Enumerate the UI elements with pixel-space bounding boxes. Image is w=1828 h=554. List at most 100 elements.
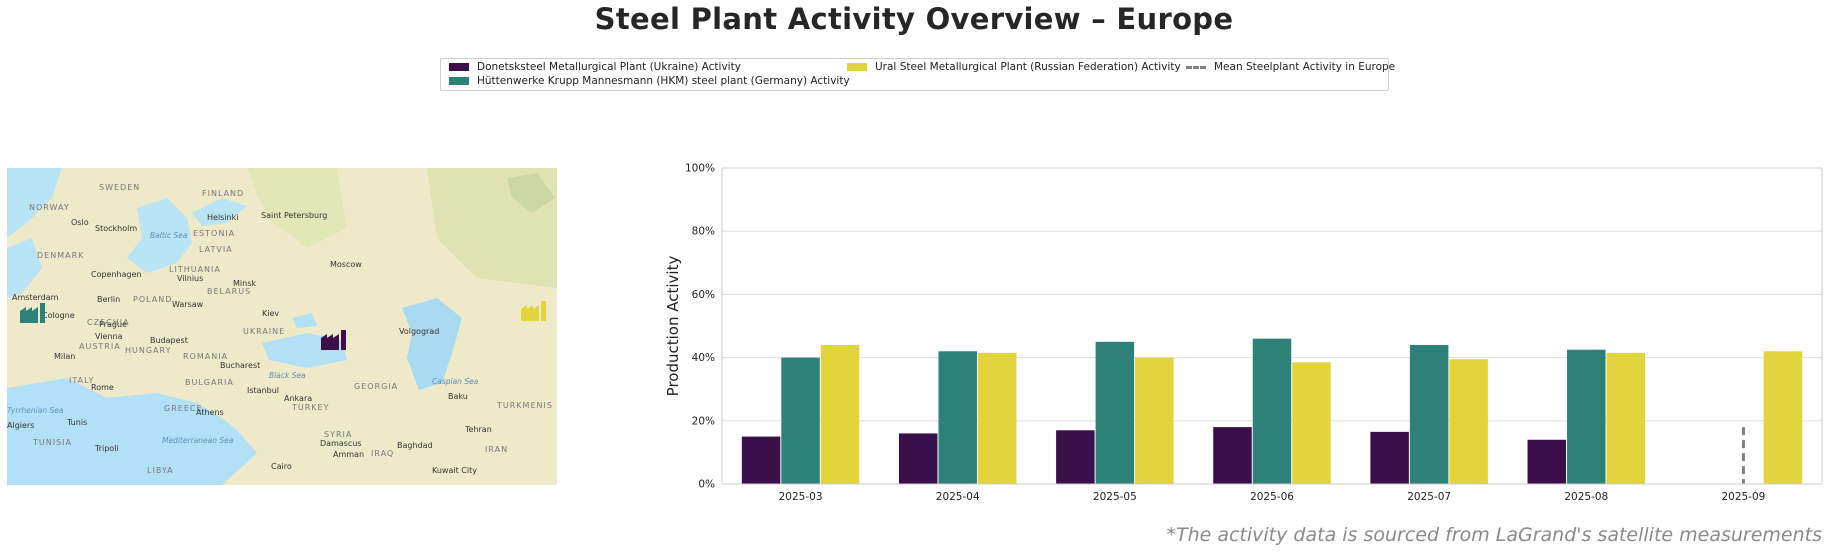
map-city-label: Cairo xyxy=(271,462,292,471)
map-city-label: Tehran xyxy=(464,425,492,434)
map-country-label: HUNGARY xyxy=(125,346,171,355)
map-city-label: Kiev xyxy=(262,309,279,318)
legend-item-mean: Mean Steelplant Activity in Europe xyxy=(1186,61,1395,73)
map-city-label: Damascus xyxy=(320,439,362,448)
map-sea-label: Baltic Sea xyxy=(150,231,188,240)
page-title: Steel Plant Activity Overview – Europe xyxy=(594,2,1234,36)
map-country-label: GREECE xyxy=(164,404,203,413)
bar-2-2025-08 xyxy=(1567,349,1606,484)
map-city-label: Berlin xyxy=(97,295,120,304)
map-city-label: Baghdad xyxy=(397,441,433,450)
y-tick-label: 80% xyxy=(692,226,715,238)
x-tick-label: 2025-04 xyxy=(936,491,980,503)
bar-1-2025-03 xyxy=(741,436,781,484)
map-land-region-finland xyxy=(247,168,347,248)
map-city-label: Cologne xyxy=(42,311,75,320)
bar-2-2025-05 xyxy=(1095,341,1135,484)
y-tick-label: 20% xyxy=(692,415,715,427)
map-country-label: SYRIA xyxy=(324,430,352,439)
map-country-label: TURKEY xyxy=(291,403,330,412)
map-city-label: Bucharest xyxy=(220,361,260,370)
map-city-label: Oslo xyxy=(71,218,89,227)
map-markers xyxy=(20,301,546,350)
source-footnote: *The activity data is sourced from LaGra… xyxy=(1166,524,1822,546)
map-country-label: AUSTRIA xyxy=(79,342,121,351)
factory-icon[interactable] xyxy=(321,330,346,350)
legend-item-ural: Ural Steel Metallurgical Plant (Russian … xyxy=(847,61,1181,73)
bar-2-2025-07 xyxy=(1409,344,1449,484)
legend-label-hkm: Hüttenwerke Krupp Mannesmann (HKM) steel… xyxy=(477,75,850,87)
map-sea-mediterranean xyxy=(7,378,257,485)
bar-3-2025-09 xyxy=(1763,351,1803,484)
bar-3-2025-03 xyxy=(820,344,860,484)
chart-legend: Donetsksteel Metallurgical Plant (Ukrain… xyxy=(440,58,1395,91)
map-city-label: Helsinki xyxy=(207,213,238,222)
map-country-label: POLAND xyxy=(133,295,172,304)
map-country-label: LITHUANIA xyxy=(169,265,221,274)
map-country-label: TUNISIA xyxy=(32,438,72,447)
map-country-label: DENMARK xyxy=(37,251,84,260)
y-tick-label: 40% xyxy=(692,352,715,364)
marker-ural-chimney xyxy=(541,301,546,321)
bar-2-2025-03 xyxy=(781,357,820,484)
marker-hkm-chimney xyxy=(40,303,45,323)
map-country-label: NORWAY xyxy=(29,203,70,212)
factory-icon[interactable] xyxy=(521,301,546,321)
bar-1-2025-07 xyxy=(1370,431,1409,484)
legend-label-mean: Mean Steelplant Activity in Europe xyxy=(1214,61,1396,73)
factory-icon[interactable] xyxy=(20,303,45,323)
plot-frame xyxy=(721,167,1823,485)
map-sea-label: Tyrrhenian Sea xyxy=(7,406,64,415)
map-city-label: Amsterdam xyxy=(12,293,59,302)
map-country-label: IRAQ xyxy=(371,449,394,458)
map-city-label: Milan xyxy=(54,352,75,361)
map-sea-caspian xyxy=(402,298,462,390)
map-sea-label: Black Sea xyxy=(269,371,306,380)
map-land-urals xyxy=(507,173,555,213)
map-city-label: Tunis xyxy=(66,418,87,427)
bar-3-2025-07 xyxy=(1449,359,1488,484)
map-country-label: TURKMENIS xyxy=(496,401,553,410)
x-tick-label: 2025-08 xyxy=(1564,491,1608,503)
bar-1-2025-04 xyxy=(898,433,938,484)
map-city-label: Rome xyxy=(91,383,114,392)
marker-donetsk-building xyxy=(321,334,339,350)
activity-bar-chart: 0% 20% 40% 60% 80% 100% 2025-03 2025-04 2025-05 2… xyxy=(664,163,1823,503)
legend-swatch-hkm xyxy=(449,77,469,85)
map-city-label: Athens xyxy=(196,408,224,417)
x-tick-label: 2025-07 xyxy=(1407,491,1451,503)
map-country-label: BELARUS xyxy=(207,287,251,296)
legend-label-ural: Ural Steel Metallurgical Plant (Russian … xyxy=(875,61,1181,73)
y-tick-label: 60% xyxy=(692,289,715,301)
map-city-label: Moscow xyxy=(330,260,362,269)
bar-1-2025-08 xyxy=(1527,439,1567,484)
map-city-label: Warsaw xyxy=(172,300,204,309)
marker-ural-building xyxy=(521,305,539,321)
map-country-label: BULGARIA xyxy=(185,378,234,387)
x-tick-label: 2025-09 xyxy=(1721,491,1765,503)
map-city-label: Prague xyxy=(99,320,127,329)
europe-map: SWEDEN FINLAND NORWAY ESTONIA LATVIA DEN… xyxy=(7,168,557,485)
map-sea-azov xyxy=(292,313,317,328)
map-city-label: Baku xyxy=(448,392,468,401)
y-tick-label: 0% xyxy=(698,479,715,491)
bar-3-2025-06 xyxy=(1292,362,1331,484)
map-city-label: Tripoli xyxy=(94,444,119,453)
legend-label-donetsksteel: Donetsksteel Metallurgical Plant (Ukrain… xyxy=(477,61,741,73)
bar-1-2025-05 xyxy=(1056,430,1095,484)
map-svg: SWEDEN FINLAND NORWAY ESTONIA LATVIA DEN… xyxy=(7,168,557,485)
map-country-label: ITALY xyxy=(69,376,94,385)
y-tick-label: 100% xyxy=(685,163,715,175)
x-tick-label: 2025-05 xyxy=(1093,491,1137,503)
legend-swatch-donetsksteel xyxy=(449,63,469,71)
map-city-label: Amman xyxy=(333,450,364,459)
map-country-label: LIBYA xyxy=(147,466,174,475)
x-tick-label: 2025-06 xyxy=(1250,491,1294,503)
map-country-labels: SWEDEN FINLAND NORWAY ESTONIA LATVIA DEN… xyxy=(29,183,553,475)
map-city-label: Volgograd xyxy=(399,327,439,336)
bar-3-2025-04 xyxy=(977,352,1017,484)
map-sea-label: Caspian Sea xyxy=(432,377,479,386)
map-city-label: Ankara xyxy=(284,394,312,403)
map-city-label: Saint Petersburg xyxy=(261,211,327,220)
map-country-label: LATVIA xyxy=(199,245,233,254)
